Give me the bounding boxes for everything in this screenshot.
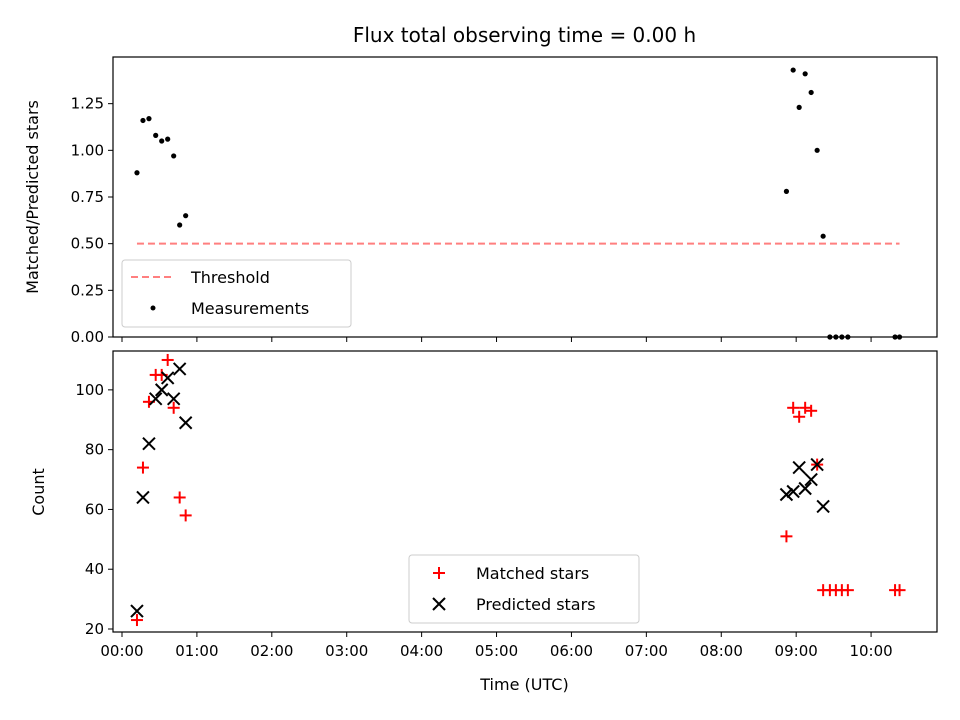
- measurement-point: [820, 233, 826, 239]
- legend-threshold-label: Threshold: [190, 268, 270, 287]
- bottom-y-tick-label: 100: [75, 381, 104, 399]
- bottom-legend-box: [408, 554, 640, 624]
- legend-measurements-label: Measurements: [191, 299, 309, 318]
- matched-star-point: [787, 401, 800, 414]
- matched-star-point: [793, 410, 806, 423]
- bottom-y-tick-label: 60: [85, 500, 104, 518]
- predicted-star-point: [160, 371, 175, 385]
- x-tick-label: 05:00: [475, 642, 518, 660]
- predicted-star-point: [136, 490, 150, 505]
- x-tick-label: 07:00: [625, 642, 668, 660]
- top-x-ticks: [121, 337, 872, 342]
- matched-star-point: [893, 584, 906, 597]
- x-tick-label: 04:00: [400, 642, 443, 660]
- bottom-y-axis-label: Count: [29, 468, 48, 516]
- matched-star-point: [805, 404, 818, 417]
- measurement-point: [183, 213, 189, 219]
- measurement-point: [814, 147, 820, 153]
- measurement-point: [845, 334, 851, 340]
- top-panel: Flux total observing time = 0.00 h Match…: [23, 23, 938, 346]
- predicted-star-point: [804, 472, 818, 487]
- matched-star-point: [161, 353, 174, 366]
- top-y-tick-label: 0.50: [71, 235, 104, 253]
- measurement-point: [808, 89, 814, 96]
- chart-title: Flux total observing time = 0.00 h: [353, 23, 696, 47]
- measurement-point: [833, 334, 839, 340]
- x-tick-label: 02:00: [250, 642, 293, 660]
- matched-star-point: [799, 401, 812, 414]
- measurement-point: [134, 170, 140, 176]
- measurement-point: [159, 138, 165, 144]
- measurement-point: [802, 71, 808, 77]
- measurement-point: [140, 117, 146, 124]
- matched-star-point: [841, 584, 854, 597]
- x-tick-label: 10:00: [849, 642, 892, 660]
- predicted-star-point: [816, 499, 830, 514]
- predicted-star-point: [130, 604, 144, 618]
- bottom-y-tick-label: 80: [85, 441, 104, 459]
- measurement-point: [165, 136, 171, 142]
- matched-star-point: [136, 461, 149, 474]
- measurement-point: [177, 222, 183, 228]
- predicted-star-point: [786, 484, 800, 499]
- bottom-x-ticks: 00:00 01:00 02:00 03:00 04:00 05:00 06:00 07:00…: [100, 632, 893, 660]
- x-tick-label: 01:00: [175, 642, 218, 660]
- x-tick-label: 06:00: [550, 642, 593, 660]
- x-tick-label: 00:00: [100, 642, 143, 660]
- matched-star-point: [173, 491, 186, 504]
- x-tick-label: 09:00: [775, 642, 818, 660]
- predicted-star-point: [810, 457, 824, 472]
- measurement-point: [896, 334, 903, 340]
- matched-star-point: [167, 401, 180, 414]
- measurement-point: [796, 104, 802, 110]
- top-y-tick-label: 0.00: [71, 328, 104, 346]
- top-y-axis-label: Matched/Predicted stars: [23, 100, 42, 294]
- bottom-y-tick-label: 20: [85, 620, 104, 638]
- measurement-points-layer: [134, 67, 903, 340]
- predicted-star-point: [148, 392, 163, 406]
- top-y-tick-label: 1.25: [71, 95, 104, 113]
- predicted-star-point: [798, 481, 812, 496]
- legend-predicted-swatch: [432, 597, 446, 611]
- top-y-tick-label: 0.75: [71, 188, 104, 206]
- bottom-y-tick-label: 40: [85, 560, 104, 578]
- predicted-star-point: [154, 383, 169, 397]
- predicted-star-point: [779, 487, 794, 502]
- matched-star-point: [179, 509, 192, 522]
- bottom-plot-frame: [112, 350, 938, 633]
- measurement-point: [146, 116, 152, 122]
- top-legend: Threshold Measurements: [121, 259, 352, 328]
- predicted-star-point: [178, 416, 193, 430]
- measurement-point: [827, 334, 833, 340]
- x-tick-label: 08:00: [700, 642, 743, 660]
- predicted-star-point: [142, 436, 156, 451]
- x-tick-label: 03:00: [325, 642, 368, 660]
- legend-predicted-label: Predicted stars: [476, 595, 596, 614]
- predicted-star-point: [166, 392, 181, 406]
- measurement-point: [839, 334, 845, 340]
- legend-measurements-swatch: [150, 305, 156, 311]
- top-y-tick-label: 0.25: [71, 281, 104, 299]
- legend-matched-swatch: [433, 567, 445, 579]
- measurement-point: [790, 67, 796, 73]
- matched-star-point: [130, 614, 143, 627]
- predicted-star-point: [792, 460, 806, 475]
- top-legend-box: [121, 259, 352, 328]
- x-axis-label: Time (UTC): [479, 675, 568, 694]
- top-y-tick-label: 1.00: [71, 141, 104, 159]
- measurement-point: [783, 188, 790, 194]
- legend-matched-label: Matched stars: [476, 564, 589, 583]
- bottom-legend: Matched stars Predicted stars: [408, 554, 640, 624]
- matched-star-point: [780, 530, 793, 543]
- measurement-point: [892, 334, 898, 340]
- measurement-point: [153, 132, 159, 138]
- bottom-y-ticks: 20 40 60 80 100: [75, 381, 113, 638]
- top-y-ticks: 0.00 0.25 0.50 0.75 1.00 1.25: [71, 95, 113, 346]
- measurement-point: [171, 153, 177, 159]
- count-points-layer: [130, 353, 906, 627]
- predicted-star-point: [172, 362, 187, 376]
